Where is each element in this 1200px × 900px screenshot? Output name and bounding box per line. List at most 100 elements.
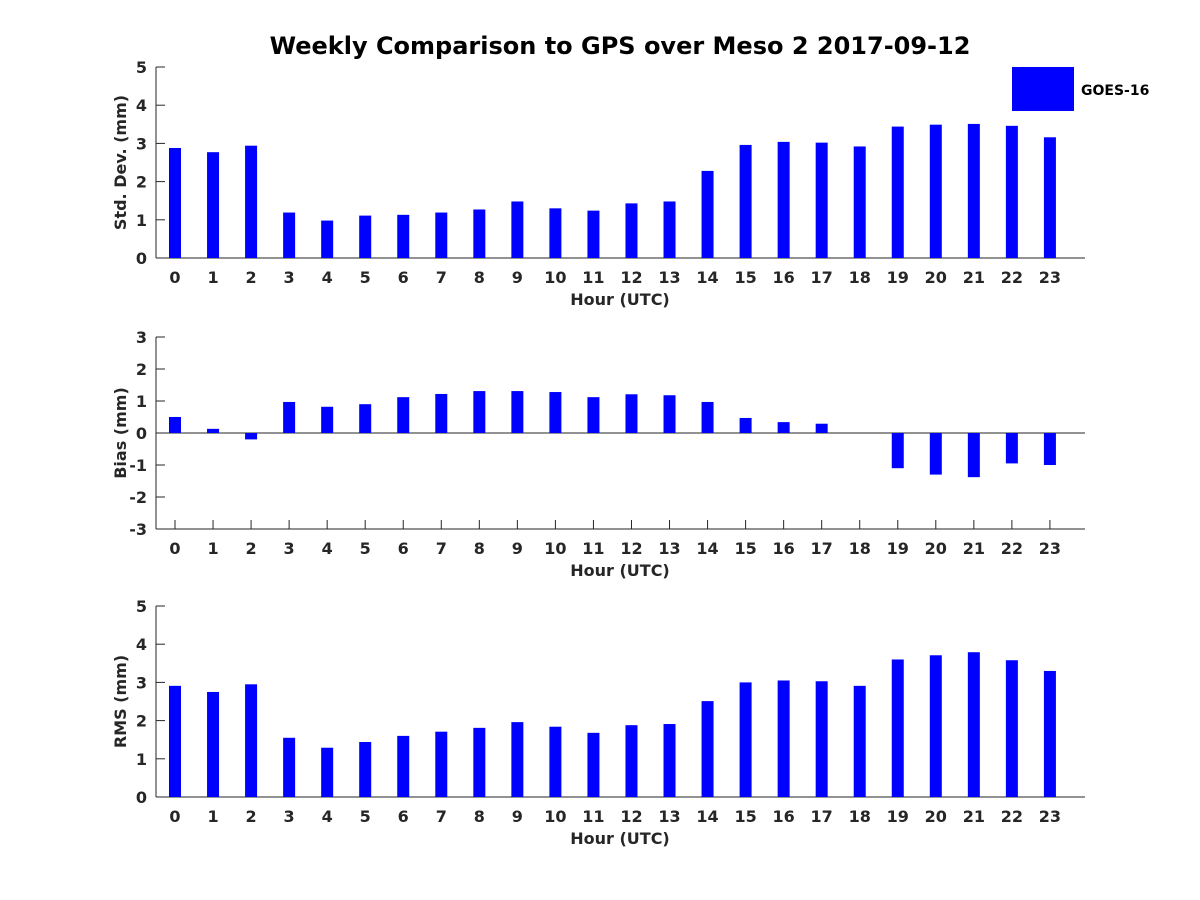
x-tick-label: 4 — [322, 268, 333, 287]
x-tick-label: 16 — [773, 268, 795, 287]
x-tick-label: 10 — [544, 539, 566, 558]
x-tick-label: 13 — [658, 268, 680, 287]
y-tick-label: 5 — [136, 58, 147, 77]
bar-hour-12 — [625, 203, 638, 258]
chart-title: Weekly Comparison to GPS over Meso 2 201… — [270, 32, 971, 60]
x-tick-label: 22 — [1001, 539, 1023, 558]
bar-hour-22 — [1005, 125, 1018, 258]
bar-hour-17 — [815, 142, 828, 258]
x-tick-label: 22 — [1001, 807, 1023, 826]
bar-hour-9 — [511, 722, 524, 797]
y-tick-label: -2 — [129, 488, 147, 507]
x-tick-label: 12 — [620, 807, 642, 826]
y-tick-label: 3 — [136, 134, 147, 153]
x-tick-label: 9 — [512, 807, 523, 826]
bar-hour-19 — [891, 659, 904, 797]
x-tick-label: 14 — [696, 539, 718, 558]
bar-hour-2 — [245, 684, 258, 797]
y-tick-label: -1 — [129, 456, 147, 475]
bar-hour-6 — [397, 397, 410, 433]
bar-hour-2 — [245, 145, 258, 258]
bar-hour-5 — [359, 741, 372, 797]
x-tick-label: 13 — [658, 807, 680, 826]
y-tick-label: 5 — [136, 597, 147, 616]
bar-hour-3 — [283, 737, 296, 797]
bar-hour-1 — [207, 691, 220, 797]
x-axis-label: Hour (UTC) — [570, 829, 670, 848]
bar-hour-20 — [929, 124, 942, 258]
x-tick-label: 18 — [849, 268, 871, 287]
x-tick-label: 3 — [284, 539, 295, 558]
x-tick-label: 5 — [360, 539, 371, 558]
x-tick-label: 1 — [207, 539, 218, 558]
y-tick-label: 2 — [136, 360, 147, 379]
bar-hour-2 — [245, 433, 258, 440]
y-tick-label: 3 — [136, 673, 147, 692]
bar-hour-15 — [739, 144, 752, 258]
x-axis-label: Hour (UTC) — [570, 561, 670, 580]
bar-hour-11 — [587, 397, 600, 433]
y-axis-label: Bias (mm) — [111, 387, 130, 479]
bar-hour-11 — [587, 732, 600, 797]
bar-hour-7 — [435, 731, 448, 797]
bar-hour-16 — [777, 422, 790, 433]
bar-hour-14 — [701, 701, 714, 797]
bar-hour-4 — [321, 747, 334, 797]
x-tick-label: 21 — [963, 539, 985, 558]
y-tick-label: 1 — [136, 392, 147, 411]
y-tick-label: 2 — [136, 173, 147, 192]
x-tick-label: 8 — [474, 268, 485, 287]
legend: GOES-16 — [1012, 67, 1149, 111]
x-tick-label: 11 — [582, 268, 604, 287]
y-tick-label: 4 — [136, 635, 147, 654]
y-tick-label: 0 — [136, 788, 147, 807]
x-tick-label: 7 — [436, 807, 447, 826]
bar-hour-6 — [397, 735, 410, 797]
x-tick-label: 3 — [284, 807, 295, 826]
x-tick-label: 14 — [696, 268, 718, 287]
x-tick-label: 12 — [620, 268, 642, 287]
x-tick-label: 18 — [849, 807, 871, 826]
x-tick-label: 1 — [207, 268, 218, 287]
bar-hour-8 — [473, 209, 486, 258]
bar-hour-20 — [929, 655, 942, 797]
bar-hour-15 — [739, 417, 752, 433]
bar-hour-4 — [321, 406, 334, 433]
x-tick-label: 10 — [544, 268, 566, 287]
bar-hour-8 — [473, 391, 486, 433]
bar-hour-22 — [1005, 660, 1018, 797]
x-tick-label: 15 — [734, 539, 756, 558]
y-tick-label: -3 — [129, 520, 147, 539]
legend-swatch-goes-16 — [1012, 67, 1074, 111]
x-tick-label: 15 — [734, 807, 756, 826]
x-axis-label: Hour (UTC) — [570, 290, 670, 309]
y-tick-label: 3 — [136, 328, 147, 347]
bar-hour-11 — [587, 210, 600, 258]
x-tick-label: 23 — [1039, 268, 1061, 287]
x-tick-label: 5 — [360, 268, 371, 287]
x-tick-label: 20 — [925, 807, 947, 826]
x-tick-label: 6 — [398, 539, 409, 558]
x-tick-label: 21 — [963, 268, 985, 287]
x-tick-label: 2 — [246, 807, 257, 826]
x-tick-label: 7 — [436, 539, 447, 558]
bar-hour-7 — [435, 393, 448, 433]
x-tick-label: 23 — [1039, 539, 1061, 558]
bar-hour-10 — [549, 392, 562, 433]
x-tick-label: 22 — [1001, 268, 1023, 287]
x-tick-label: 16 — [773, 539, 795, 558]
y-tick-label: 2 — [136, 712, 147, 731]
x-tick-label: 0 — [169, 807, 180, 826]
bar-hour-20 — [929, 433, 942, 475]
bar-hour-12 — [625, 725, 638, 797]
bar-hour-10 — [549, 208, 562, 258]
x-tick-label: 19 — [887, 539, 909, 558]
bar-hour-13 — [663, 395, 676, 433]
x-tick-label: 2 — [246, 268, 257, 287]
bar-hour-23 — [1043, 670, 1056, 797]
y-axis-label: Std. Dev. (mm) — [111, 95, 130, 230]
bar-hour-15 — [739, 682, 752, 797]
